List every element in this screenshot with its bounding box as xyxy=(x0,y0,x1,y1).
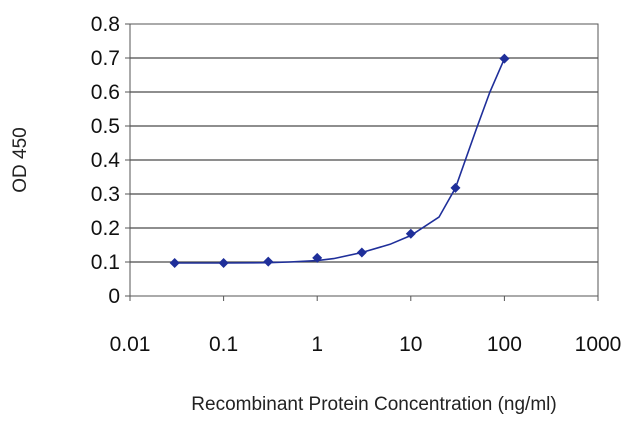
x-tick-label: 100 xyxy=(487,333,522,356)
y-tick-label: 0.2 xyxy=(91,217,120,240)
data-point-marker xyxy=(312,252,323,263)
y-tick-label: 0.5 xyxy=(91,115,120,138)
data-point-marker xyxy=(356,247,367,258)
data-point-marker xyxy=(263,256,274,267)
data-points xyxy=(169,53,510,269)
y-axis-title: OD 450 xyxy=(10,127,31,192)
y-axis-ticks: 0 0.1 0.2 0.3 0.4 0.5 0.6 0.7 0.8 xyxy=(91,13,130,308)
y-tick-label: 0.7 xyxy=(91,47,120,70)
data-point-marker xyxy=(218,258,229,269)
data-point-marker xyxy=(450,182,461,193)
x-axis-ticks: 0.01 0.1 1 10 100 1000 xyxy=(110,296,622,356)
data-point-marker xyxy=(169,258,180,269)
y-tick-label: 0.6 xyxy=(91,81,120,104)
fitted-curve xyxy=(174,58,506,264)
y-tick-label: 0.3 xyxy=(91,183,120,206)
data-point-marker xyxy=(499,53,510,64)
x-tick-label: 0.1 xyxy=(209,333,238,356)
y-tick-label: 0.8 xyxy=(91,13,120,36)
x-tick-label: 0.01 xyxy=(110,333,151,356)
x-tick-label: 10 xyxy=(399,333,422,356)
data-point-marker xyxy=(405,228,416,239)
x-tick-label: 1000 xyxy=(575,333,622,356)
y-tick-label: 0.4 xyxy=(91,149,121,172)
x-axis-title: Recombinant Protein Concentration (ng/ml… xyxy=(191,394,556,415)
y-tick-label: 0.1 xyxy=(91,251,120,274)
y-tick-label: 0 xyxy=(108,285,120,308)
x-tick-label: 1 xyxy=(311,333,323,356)
gridlines xyxy=(130,57,598,263)
